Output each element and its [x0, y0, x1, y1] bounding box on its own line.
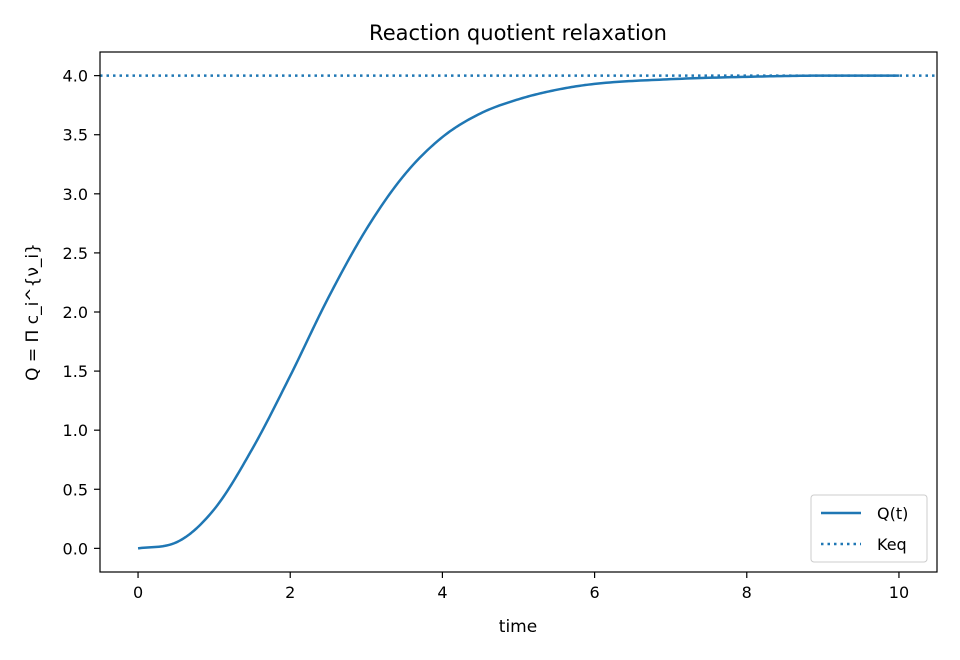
y-tick-label: 3.0	[63, 185, 88, 204]
series-line-q	[137, 74, 899, 550]
x-tick-label: 2	[285, 583, 295, 602]
legend-box	[810, 494, 928, 563]
y-axis-label: Q = Π c_i^{ν_i}	[23, 243, 43, 381]
y-axis: 0.0 0.5 1.0 1.5 2.0 2.5 3.0 3.5 4.0	[63, 67, 100, 558]
x-axis: 0 2 4 6 8 10	[133, 572, 909, 602]
y-tick-label: 1.5	[63, 362, 88, 381]
legend: Q(t) Keq	[810, 494, 928, 563]
x-tick-label: 0	[133, 583, 143, 602]
y-tick-label: 4.0	[63, 67, 88, 86]
legend-label-q: Q(t)	[877, 504, 908, 523]
x-tick-label: 6	[589, 583, 599, 602]
x-tick-label: 4	[437, 583, 447, 602]
y-tick-label: 0.5	[63, 480, 88, 499]
x-tick-label: 8	[742, 583, 752, 602]
series-layer	[100, 74, 937, 550]
chart-title: Reaction quotient relaxation	[369, 21, 667, 45]
y-tick-label: 3.5	[63, 126, 88, 145]
plot-frame	[99, 51, 938, 573]
y-tick-label: 0.0	[63, 539, 88, 558]
y-tick-label: 2.0	[63, 303, 88, 322]
y-tick-label: 2.5	[63, 244, 88, 263]
y-tick-label: 1.0	[63, 421, 88, 440]
plot-area	[100, 52, 937, 572]
x-tick-label: 10	[889, 583, 909, 602]
legend-label-keq: Keq	[877, 535, 907, 554]
x-axis-label: time	[499, 617, 537, 637]
